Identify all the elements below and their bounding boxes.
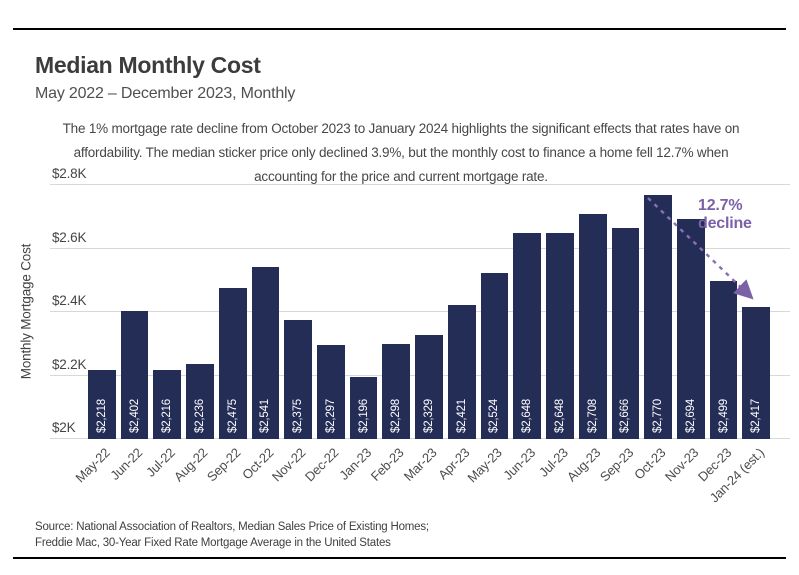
y-axis-title: Monthly Mortgage Cost <box>18 243 34 380</box>
chart-note: The 1% mortgage rate decline from Octobe… <box>62 121 740 184</box>
x-axis-label: Feb-23 <box>368 445 407 484</box>
bar-value-label: $2,297 <box>324 399 337 433</box>
bar-value-label: $2,196 <box>357 399 370 433</box>
bar-oct-23[interactable]: $2,770 Oct-23 <box>631 194 672 482</box>
x-axis-label: Oct-23 <box>631 445 669 483</box>
bar-value-label: $2,770 <box>652 399 665 433</box>
bar-value-label: $2,298 <box>390 399 403 433</box>
bottom-divider <box>13 557 786 559</box>
bar-value-label: $2,475 <box>226 399 239 433</box>
bar-value-label: $2,694 <box>684 399 697 433</box>
y-tick-label: $2.8K <box>52 166 87 181</box>
x-axis-label: Aug-23 <box>563 445 604 485</box>
x-axis-label: Nov-22 <box>269 445 309 485</box>
bar-mar-23[interactable]: $2,329 Mar-23 <box>401 334 443 484</box>
bar-value-label: $2,417 <box>750 399 763 433</box>
bar-dec-23[interactable]: $2,499 Dec-23 <box>695 280 738 484</box>
y-tick-label: $2.4K <box>52 293 87 308</box>
y-tick-label: $2.2K <box>52 356 87 372</box>
x-axis-label: Nov-23 <box>662 445 702 485</box>
bar-jun-23[interactable]: $2,648 Jun-23 <box>500 233 542 483</box>
bar-jul-23[interactable]: $2,648 Jul-23 <box>536 233 574 480</box>
decline-annotation: 12.7% decline <box>698 197 752 232</box>
bar-value-label: $2,666 <box>619 399 632 433</box>
x-axis-label: Oct-22 <box>238 445 277 483</box>
bar-nov-23[interactable]: $2,694 Nov-23 <box>662 218 705 484</box>
bar-oct-22[interactable]: $2,541 Oct-22 <box>239 267 280 482</box>
bar-dec-22[interactable]: $2,297 Dec-22 <box>302 344 345 484</box>
source-line-1: Source: National Association of Realtors… <box>35 521 429 533</box>
bar-value-label: $2,648 <box>521 399 534 433</box>
page-title: Median Monthly Cost <box>35 52 261 78</box>
bars-row: $2,218 May-22 $2,402 Jun-22 $2,216 Jul-22 $2,2… <box>72 185 771 505</box>
bar-value-label: $2,402 <box>128 399 141 433</box>
gridline <box>50 311 790 312</box>
bar-jan-23[interactable]: $2,196 Jan-23 <box>336 376 378 483</box>
source-note: Source: National Association of Realtors… <box>35 519 429 551</box>
bar-value-label: $2,421 <box>455 399 468 433</box>
bar-sep-23[interactable]: $2,666 Sep-23 <box>597 227 640 484</box>
bar-sep-22[interactable]: $2,475 Sep-22 <box>204 288 247 484</box>
bar-value-label: $2,708 <box>586 399 599 433</box>
bar-jan-24-est-[interactable]: $2,417 Jan-24 (est.) <box>706 306 771 505</box>
gridline <box>50 247 790 249</box>
bar-value-label: $2,375 <box>292 399 305 433</box>
x-axis-label: Aug-22 <box>171 445 211 485</box>
bar-value-label: $2,499 <box>717 399 730 433</box>
bar-feb-23[interactable]: $2,298 Feb-23 <box>368 344 411 484</box>
bar-aug-22[interactable]: $2,236 Aug-22 <box>171 364 214 484</box>
x-axis-label: Sep-22 <box>203 445 244 485</box>
bar-value-label: $2,218 <box>95 399 108 433</box>
bar-jun-22[interactable]: $2,402 Jun-22 <box>107 311 149 483</box>
bar-may-23[interactable]: $2,524 May-23 <box>465 272 509 485</box>
bar-value-label: $2,329 <box>423 399 436 433</box>
bar-value-label: $2,216 <box>161 399 174 433</box>
bar-value-label: $2,648 <box>553 399 566 433</box>
top-divider <box>13 28 786 30</box>
gridline <box>50 184 790 185</box>
x-axis-label: May-22 <box>72 445 113 486</box>
bar-value-label: $2,541 <box>259 399 272 433</box>
bar-may-22[interactable]: $2,218 May-22 <box>72 369 116 485</box>
bar-aug-23[interactable]: $2,708 Aug-23 <box>564 214 607 484</box>
bar-value-label: $2,524 <box>488 399 501 433</box>
x-axis-label: Jun-22 <box>107 445 146 483</box>
x-axis-label: Mar-23 <box>400 445 440 484</box>
page-subtitle: May 2022 – December 2023, Monthly <box>35 85 296 102</box>
x-axis-label: Jun-23 <box>499 445 538 483</box>
x-axis-label: Jan-23 <box>336 445 375 483</box>
y-tick-label: $2.6K <box>52 229 87 245</box>
bar-value-label: $2,236 <box>194 399 207 433</box>
source-line-2: Freddie Mac, 30-Year Fixed Rate Mortgage… <box>35 537 391 549</box>
bar-nov-22[interactable]: $2,375 Nov-22 <box>269 319 313 484</box>
bar-jul-22[interactable]: $2,216 Jul-22 <box>143 370 182 480</box>
x-axis-label: Dec-22 <box>302 445 342 485</box>
bar-apr-23[interactable]: $2,421 Apr-23 <box>435 305 476 482</box>
x-axis-label: May-23 <box>464 445 506 486</box>
x-axis-label: Sep-23 <box>596 445 636 485</box>
plot-area: $2K $2.2K $2.4K $2.6K $2.8K $2,218 May-22 $2,40… <box>50 166 790 505</box>
y-tick-label: $2K <box>52 420 76 435</box>
